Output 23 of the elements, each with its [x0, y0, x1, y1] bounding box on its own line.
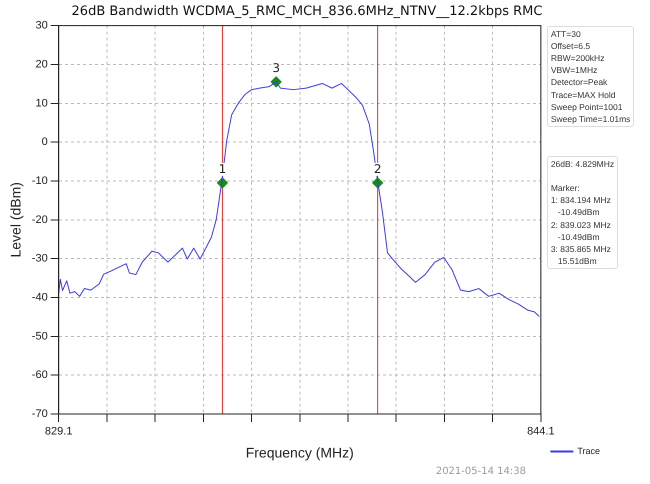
- text: ATT=30 Offset=6.5 RBW=200kHz VBW=1MHz Detector=Peak Trace=MAX Hold Sweep Point=1001 Sweep Time=1.01ms: [546, 26, 634, 128]
- y-tick-label: -30: [32, 252, 48, 265]
- legend-label: Trace: [577, 446, 600, 456]
- y-tick-label: -50: [32, 330, 48, 342]
- y-axis-title: Level (dBm): [7, 182, 24, 258]
- x-tick-label: 844.1: [527, 426, 555, 438]
- y-tick-label: -40: [32, 292, 48, 304]
- y-tick-label: 20: [35, 58, 48, 70]
- y-tick-label: -70: [32, 408, 48, 420]
- annotation: 3: [272, 61, 280, 76]
- annotation: 1: [218, 162, 226, 176]
- text: 26dB: 4.829MHz Marker: 1: 834.194 MHz -10.49dBm 2: 839.023 MHz -10.49dBm 3: 835.865 MHz 15.51dBm: [550, 158, 614, 266]
- x-axis-title: Frequency (MHz): [246, 444, 354, 460]
- y-tick-label: -10: [32, 174, 48, 187]
- y-tick-label: -20: [32, 214, 48, 226]
- x-tick-label: 829.1: [44, 426, 72, 438]
- text: 2021-05-14 14:38: [436, 466, 526, 477]
- chart-title: 26dB Bandwidth WCDMA_5_RMC_MCH_836.6MHz_NTNV__12.2kbps RMC: [72, 4, 542, 20]
- y-tick-label: 30: [35, 20, 48, 32]
- y-tick-label: 10: [35, 97, 48, 110]
- y-tick-label: 0: [42, 136, 48, 148]
- y-tick-label: -60: [32, 369, 48, 382]
- annotation: 2: [374, 162, 382, 176]
